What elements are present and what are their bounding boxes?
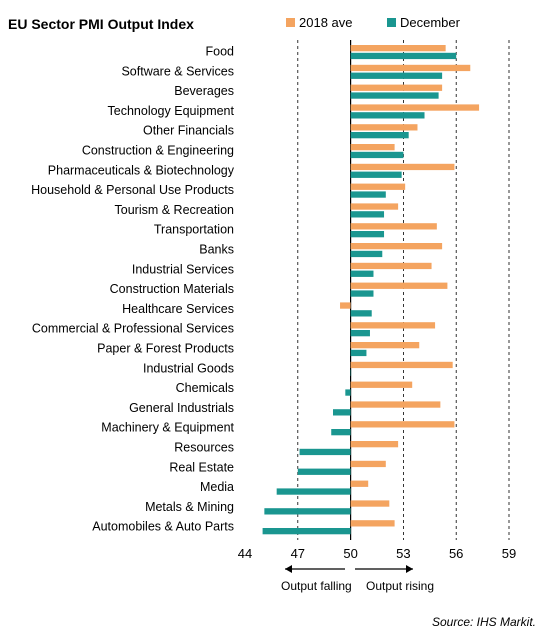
bar-2018-ave-18 <box>350 401 441 408</box>
category-label: Resources <box>174 441 234 455</box>
bar-december-10 <box>350 250 383 258</box>
bar-2018-ave-14 <box>350 322 436 329</box>
bar-2018-ave-6 <box>350 163 455 171</box>
direction-annotations: Output falling Output rising <box>281 565 434 593</box>
category-label: Food <box>206 45 235 59</box>
bar-2018-ave-17 <box>350 381 413 388</box>
category-label: Paper & Forest Products <box>97 342 234 356</box>
category-label: Media <box>200 480 234 494</box>
bar-december-0 <box>350 52 457 60</box>
bar-2018-ave-9 <box>350 223 437 230</box>
bar-2018-ave-21 <box>350 460 386 468</box>
category-label: Commercial & Professional Services <box>32 322 234 336</box>
bar-2018-ave-2 <box>350 84 443 91</box>
category-label: Healthcare Services <box>122 302 234 316</box>
x-tick-label: 53 <box>396 546 410 561</box>
bar-december-23 <box>264 508 351 515</box>
x-tick-label: 47 <box>291 546 305 561</box>
bar-2018-ave-4 <box>350 124 418 131</box>
bar-december-17 <box>345 389 351 396</box>
category-label: General Industrials <box>129 401 234 415</box>
category-label: Automobiles & Auto Parts <box>92 520 234 534</box>
category-label: Metals & Mining <box>145 500 234 514</box>
bar-2018-ave-20 <box>350 441 399 448</box>
bar-2018-ave-8 <box>350 203 399 210</box>
legend-label-2018-ave: 2018 ave <box>299 15 353 30</box>
category-label: Technology Equipment <box>108 104 235 118</box>
category-label: Construction & Engineering <box>82 144 234 158</box>
legend-label-december: December <box>400 15 461 30</box>
bar-december-2 <box>350 92 439 99</box>
bars <box>262 45 480 535</box>
bar-2018-ave-11 <box>350 262 432 270</box>
x-tick-label: 44 <box>238 546 252 561</box>
bar-december-21 <box>297 468 351 475</box>
arrow-left-icon <box>285 565 292 573</box>
category-label: Banks <box>199 243 234 257</box>
category-label: Transportation <box>154 223 234 237</box>
bar-2018-ave-1 <box>350 64 471 72</box>
category-label: Beverages <box>174 84 234 98</box>
bar-december-14 <box>350 330 370 337</box>
bar-december-1 <box>350 72 443 79</box>
category-label: Machinery & Equipment <box>101 421 234 435</box>
bar-december-6 <box>350 171 402 178</box>
bar-december-13 <box>350 310 372 317</box>
bar-december-19 <box>331 429 351 436</box>
category-label: Household & Personal Use Products <box>31 183 234 197</box>
x-tick-label: 56 <box>449 546 463 561</box>
bar-2018-ave-12 <box>350 282 448 289</box>
bar-december-16 <box>350 369 352 376</box>
bar-december-9 <box>350 231 385 238</box>
bar-december-7 <box>350 191 386 198</box>
bar-2018-ave-5 <box>350 144 395 151</box>
arrow-right-icon <box>406 565 413 573</box>
category-label: Real Estate <box>169 460 234 474</box>
x-tick-label: 50 <box>343 546 357 561</box>
category-label: Tourism & Recreation <box>115 203 235 217</box>
bar-december-20 <box>299 448 351 456</box>
bar-december-24 <box>262 528 351 535</box>
x-axis-ticks: 44 47 50 53 56 59 <box>238 546 516 561</box>
bar-2018-ave-13 <box>340 302 351 309</box>
bar-december-8 <box>350 211 385 218</box>
legend-swatch-december <box>387 18 396 27</box>
category-labels: Food Software & Services Beverages Technolo… <box>31 45 235 534</box>
source-note: Source: IHS Markit. <box>432 615 536 629</box>
bar-2018-ave-10 <box>350 243 443 250</box>
chart-title: EU Sector PMI Output Index <box>8 16 194 32</box>
bar-december-15 <box>350 349 367 357</box>
legend-swatch-2018-ave <box>286 18 295 27</box>
legend: 2018 ave December <box>286 15 461 30</box>
bar-2018-ave-15 <box>350 342 420 349</box>
x-tick-label: 59 <box>502 546 516 561</box>
bar-december-3 <box>350 112 425 119</box>
category-label: Chemicals <box>176 381 234 395</box>
category-label: Industrial Goods <box>143 361 234 375</box>
bar-2018-ave-23 <box>350 500 390 507</box>
bar-december-4 <box>350 132 409 139</box>
category-label: Software & Services <box>121 64 234 78</box>
annot-output-rising: Output rising <box>366 579 434 593</box>
bar-2018-ave-7 <box>350 183 406 190</box>
category-label: Pharmaceuticals & Biotechnology <box>48 163 235 177</box>
bar-december-12 <box>350 290 374 297</box>
category-label: Construction Materials <box>110 282 234 296</box>
bar-december-22 <box>276 488 351 495</box>
annot-output-falling: Output falling <box>281 579 352 593</box>
bar-2018-ave-19 <box>350 421 455 428</box>
category-label: Other Financials <box>143 124 234 138</box>
bar-2018-ave-16 <box>350 361 453 369</box>
bar-2018-ave-3 <box>350 104 480 111</box>
bar-december-11 <box>350 270 374 277</box>
category-label: Industrial Services <box>132 262 234 276</box>
gridlines <box>297 40 510 540</box>
bar-december-5 <box>350 151 404 159</box>
bar-december-18 <box>333 409 351 416</box>
bar-2018-ave-24 <box>350 520 395 527</box>
bar-2018-ave-22 <box>350 480 369 487</box>
bar-2018-ave-0 <box>350 45 446 52</box>
